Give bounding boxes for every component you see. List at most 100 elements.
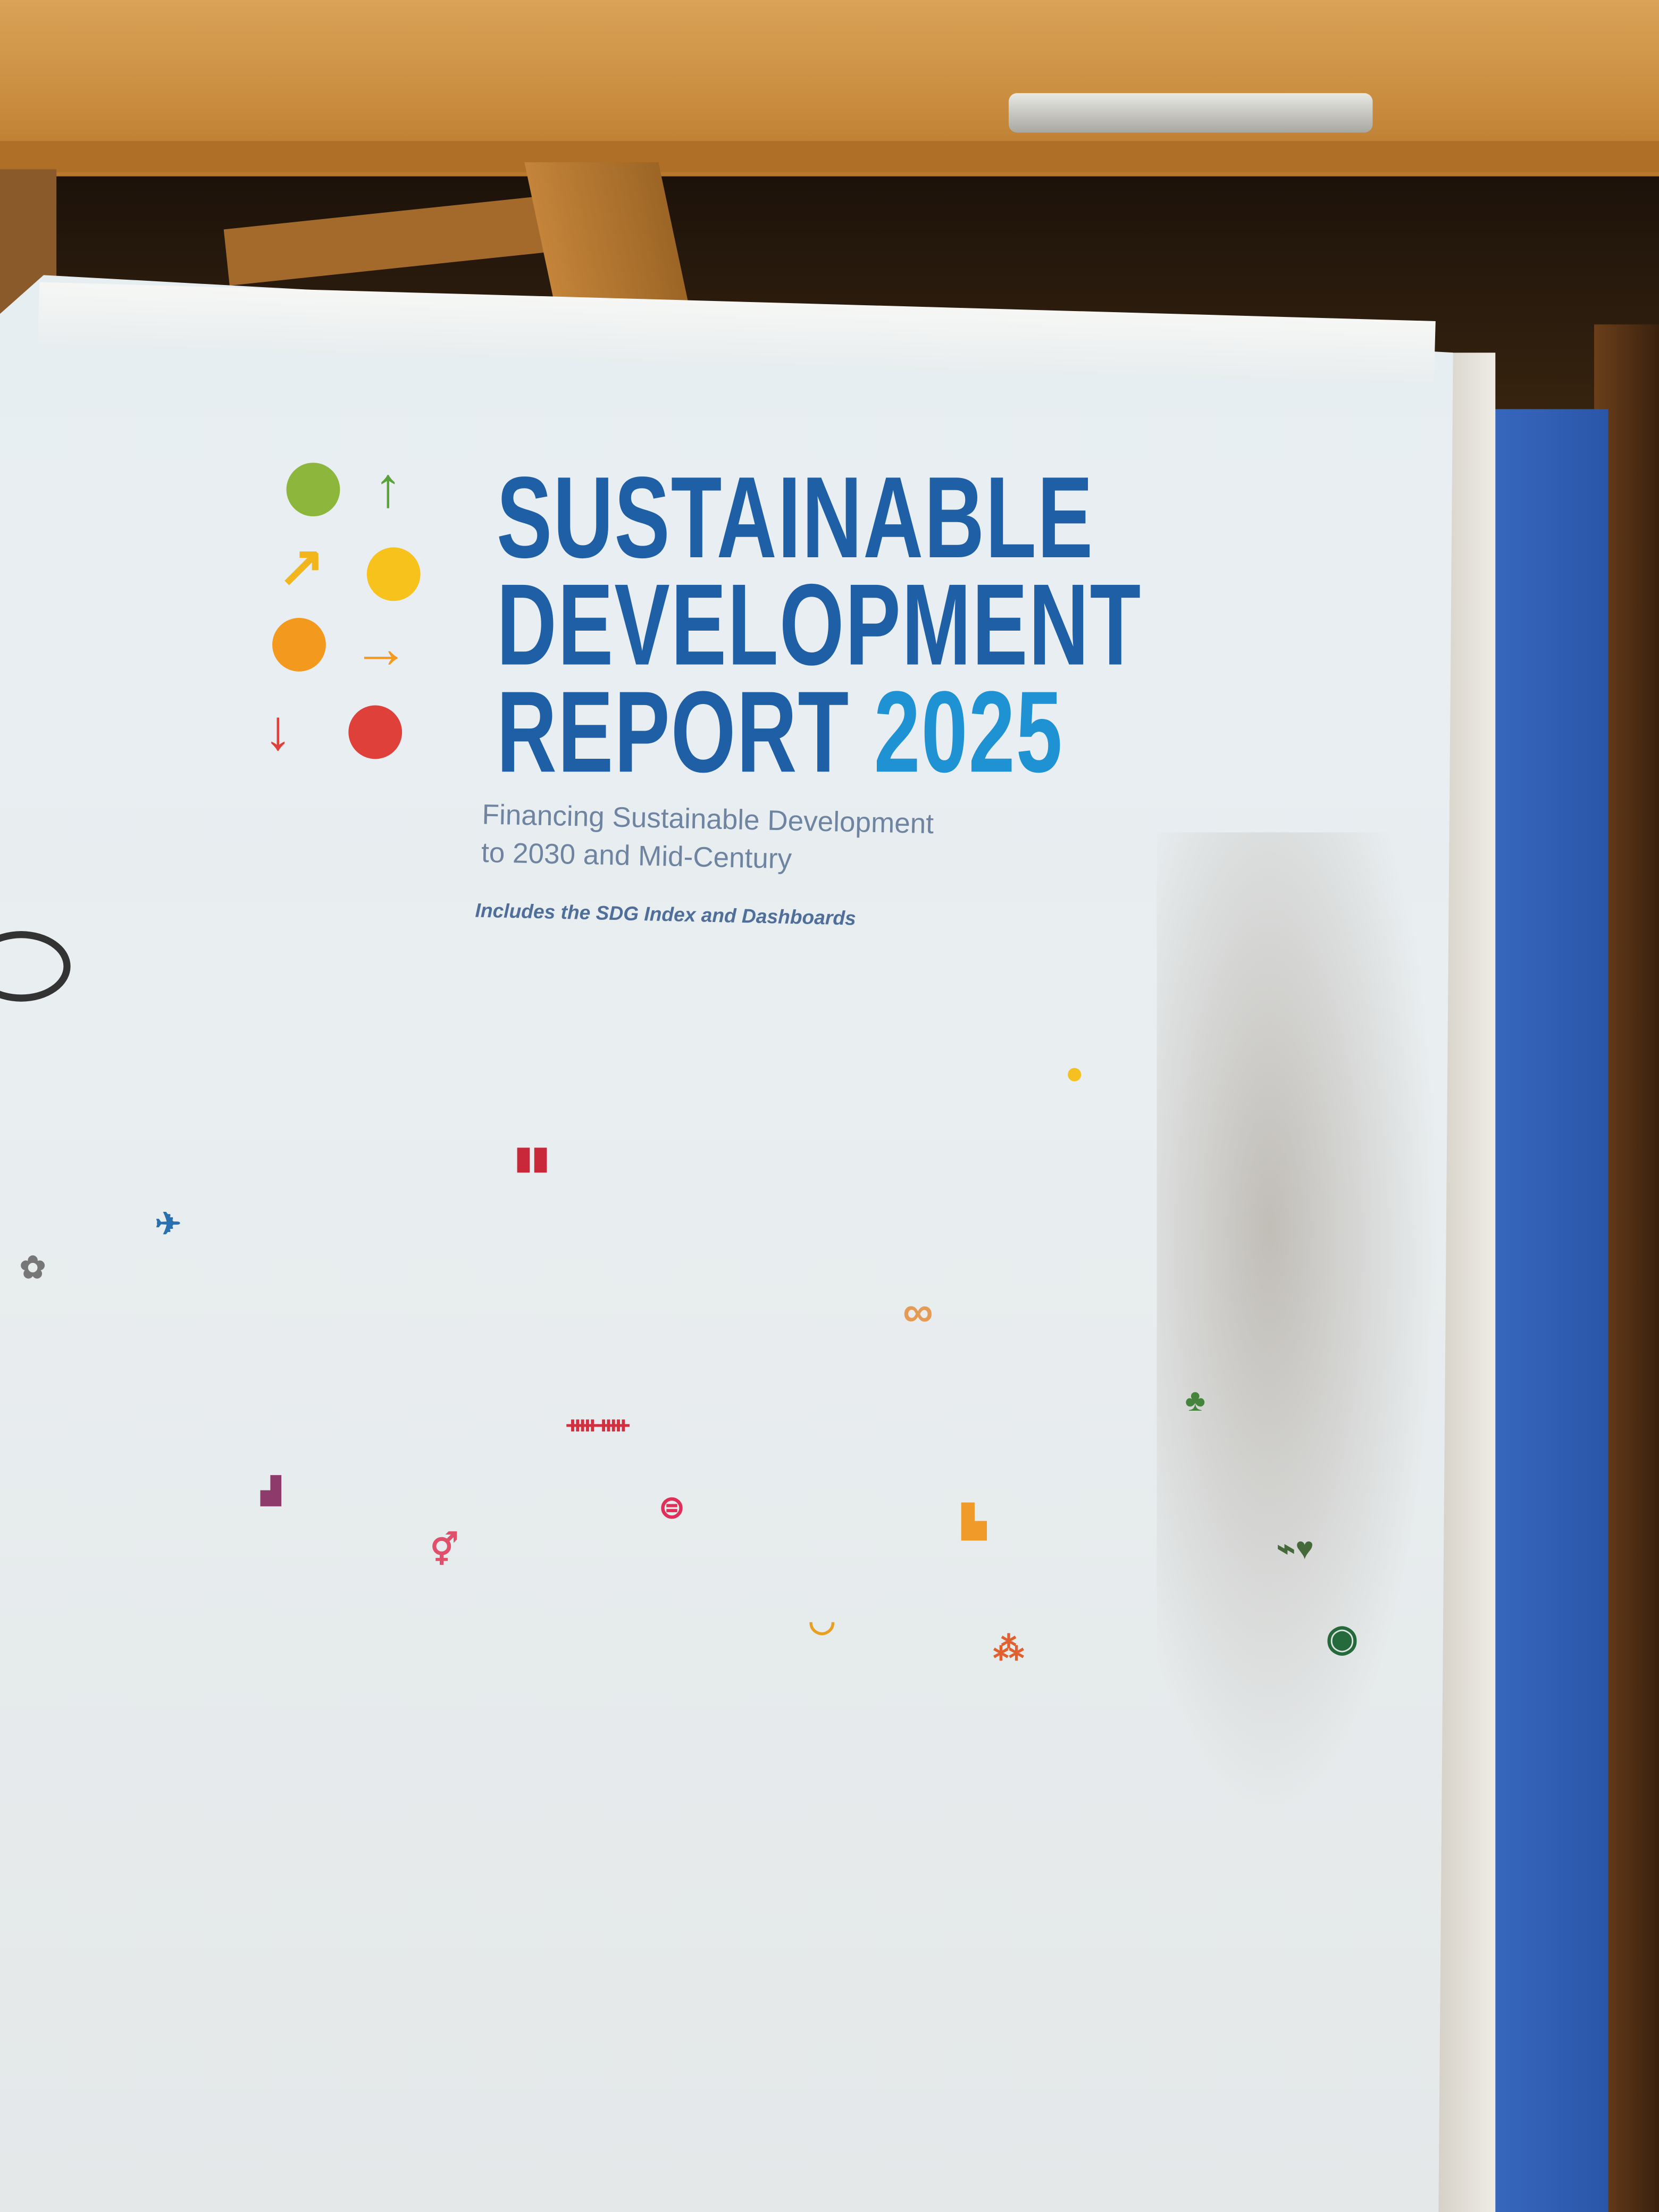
- equality-icon: ⊜: [658, 1489, 685, 1526]
- decorative-bar: [777, 1358, 783, 2158]
- up-arrow-icon: ↑: [374, 457, 403, 520]
- decorative-bar: [523, 1177, 529, 2158]
- decorative-bar: [612, 1691, 618, 2158]
- green-dot-icon: [286, 463, 340, 517]
- decorative-bar: [574, 1565, 580, 2158]
- decorative-bar: [942, 1214, 948, 2158]
- decorative-bar: [714, 1413, 719, 2158]
- decorative-bar: [841, 1667, 847, 2158]
- decorative-bar: [15, 1608, 21, 2158]
- title-report-word: REPORT: [496, 668, 850, 798]
- title-line-1: SUSTAINABLE: [496, 454, 1094, 583]
- up-right-arrow-icon: ↗: [278, 536, 325, 598]
- decorative-bar: [473, 1722, 479, 2159]
- decorative-bar: [168, 1779, 174, 2158]
- metal-hinge: [1008, 93, 1373, 133]
- decorative-bar: [371, 1613, 377, 2158]
- down-arrow-icon: ↓: [264, 699, 292, 762]
- decorative-bar: [54, 1649, 60, 2158]
- cabinet-edge: [0, 141, 1659, 172]
- bar-chart-icon: ▙: [962, 1504, 986, 1539]
- decorative-bar: [726, 1258, 732, 2159]
- decorative-bar: [143, 1530, 148, 2158]
- decorative-bar: [587, 1578, 593, 2158]
- decorative-bar: [66, 1627, 72, 2158]
- decorative-bar: [1082, 1083, 1088, 2158]
- hand-shadow: [1157, 832, 1439, 1820]
- biodiversity-icon: ⁂: [993, 1630, 1025, 1666]
- decorative-bar: [765, 1278, 770, 2158]
- airplane-icon: ✈: [155, 1206, 181, 1242]
- family-icon: ᚔᚔ: [567, 1413, 629, 1438]
- decorative-bar: [1006, 1751, 1012, 2158]
- decorative-bar: [650, 1651, 656, 2158]
- decorative-bar: [447, 1778, 453, 2158]
- title-line-3: REPORT 2025: [497, 675, 1142, 791]
- decorative-bar: [485, 1494, 491, 2159]
- decorative-bar: [3, 1633, 9, 2159]
- decorative-bar: [117, 1661, 123, 2158]
- flower-icon: ✿: [20, 1250, 46, 1285]
- decorative-bar: [1044, 1438, 1050, 2158]
- decorative-bar: [320, 1746, 326, 2158]
- report-title: SUSTAINABLE DEVELOPMENT REPORT 2025: [496, 454, 1393, 791]
- decorative-bar: [1031, 1560, 1037, 2158]
- decorative-bar: [358, 1724, 364, 2159]
- decorative-bar: [1158, 1783, 1164, 2158]
- decorative-bar: [803, 1691, 809, 2158]
- decorative-bar: [510, 1250, 516, 2158]
- decorative-bar: [790, 1797, 796, 2158]
- decorative-bar: [689, 1651, 694, 2159]
- decorative-bar: [206, 1336, 212, 2158]
- decorative-bar: [155, 1574, 161, 2158]
- decorative-bar: [879, 1712, 885, 2158]
- decorative-bar: [752, 1196, 758, 2158]
- tree-icon: ♣: [1185, 1385, 1205, 1416]
- decorative-bar: [904, 1338, 910, 2158]
- decorative-bar: [28, 1765, 34, 2158]
- decorative-bar: [853, 1564, 859, 2158]
- decorative-bar: [1145, 1633, 1151, 2158]
- right-arrow-icon: →: [353, 618, 409, 680]
- decorative-bar: [638, 1631, 643, 2158]
- decorative-bar: [282, 1612, 288, 2158]
- decorative-bar: [625, 1651, 631, 2158]
- decorative-bar: [968, 1453, 974, 2158]
- decorative-bar: [1120, 1391, 1126, 2158]
- decorative-bar: [815, 1680, 821, 2158]
- bowl-icon: ◡: [808, 1602, 836, 1638]
- sun-icon: ●: [1065, 1055, 1084, 1091]
- decorative-bar: [41, 1720, 47, 2158]
- decorative-bar: [219, 1191, 224, 2158]
- title-line-2: DEVELOPMENT: [496, 561, 1142, 690]
- decorative-bar: [1108, 1300, 1113, 2158]
- decorative-bar: [104, 1598, 110, 2158]
- decorative-bar: [397, 1752, 403, 2158]
- decorative-bar: [663, 1510, 669, 2158]
- infinity-icon: ∞: [902, 1289, 933, 1336]
- orange-dot-icon: [272, 618, 326, 672]
- decorative-bar: [828, 1730, 834, 2158]
- decorative-bar: [701, 1713, 707, 2158]
- decorative-bar: [130, 1705, 136, 2158]
- sdg-logo: ↑ ↗ → ↓: [261, 451, 430, 776]
- decorative-bar: [270, 1399, 275, 2159]
- red-dot-icon: [348, 705, 403, 759]
- decorative-bar: [231, 1175, 237, 2158]
- decorative-bar: [562, 1364, 567, 2158]
- decorative-bar: [79, 1778, 85, 2158]
- decorative-bar: [1057, 1333, 1062, 2159]
- decorative-bar: [549, 1226, 555, 2158]
- decorative-bar: [1069, 1141, 1075, 2158]
- decorative-bar: [536, 1139, 542, 2158]
- decorative-bar: [929, 1121, 935, 2158]
- decorative-bar: [866, 1546, 872, 2158]
- report-cover-page: [0, 275, 1453, 2212]
- decorative-bar: [333, 1458, 339, 2158]
- decorative-bar: [981, 1713, 986, 2159]
- report-subtitle: Financing Sustainable Development to 203…: [481, 797, 1131, 887]
- title-year: 2025: [874, 668, 1063, 798]
- decorative-bar: [1361, 1795, 1367, 2158]
- decorative-bar: [295, 1569, 300, 2158]
